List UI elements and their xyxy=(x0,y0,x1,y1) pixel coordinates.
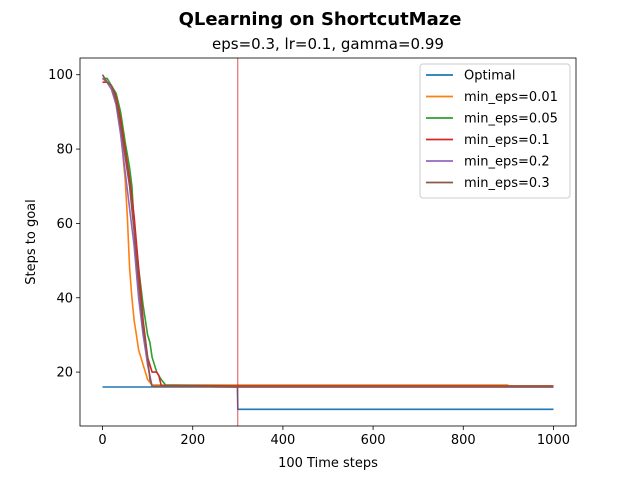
y-axis-label: Steps to goal xyxy=(24,199,39,284)
x-tick-label: 1000 xyxy=(537,433,570,448)
legend-label-3: min_eps=0.1 xyxy=(464,133,550,148)
chart-title: QLearning on ShortcutMaze xyxy=(179,9,462,30)
series-group xyxy=(101,74,554,411)
x-axis-label: 100 Time steps xyxy=(278,456,378,471)
y-tick-label: 40 xyxy=(56,291,73,306)
x-tick-label: 400 xyxy=(270,433,295,448)
plot-area: 0 200 400 600 800 1000 20 40 60 80 100 xyxy=(48,57,577,448)
series-line-0 xyxy=(102,386,554,411)
legend-label-1: min_eps=0.01 xyxy=(464,90,558,105)
y-tick-label: 100 xyxy=(48,68,73,83)
x-tick-label: 600 xyxy=(361,433,386,448)
chart-subtitle: eps=0.3, lr=0.1, gamma=0.99 xyxy=(212,35,444,53)
x-tick-label: 0 xyxy=(98,433,106,448)
legend: Optimal min_eps=0.01 min_eps=0.05 min_eps=0… xyxy=(419,63,571,199)
legend-label-5: min_eps=0.3 xyxy=(464,176,550,191)
legend-label-4: min_eps=0.2 xyxy=(464,155,550,170)
x-tick-label: 800 xyxy=(451,433,476,448)
legend-box xyxy=(419,63,571,199)
y-tick-label: 80 xyxy=(56,143,73,158)
y-tick-label: 20 xyxy=(56,366,73,381)
legend-label-0: Optimal xyxy=(464,69,515,84)
plot-frame xyxy=(79,57,577,427)
y-tick-label: 60 xyxy=(56,217,73,232)
series-line-5 xyxy=(101,74,554,388)
legend-label-2: min_eps=0.05 xyxy=(464,112,558,127)
x-tick-label: 200 xyxy=(180,433,205,448)
